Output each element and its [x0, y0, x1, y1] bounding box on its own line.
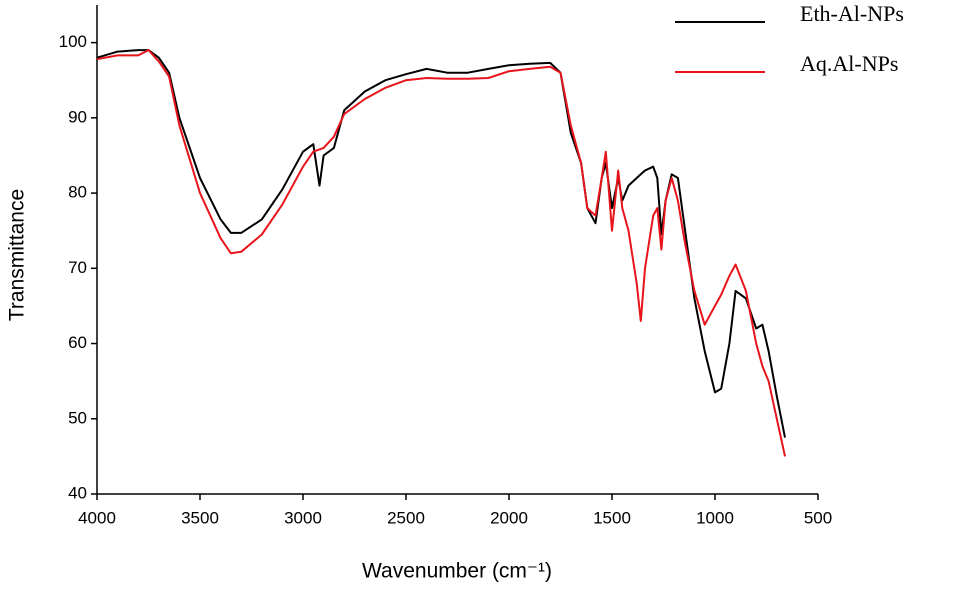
y-tick-label: 90: [68, 107, 87, 126]
y-tick-label: 40: [68, 483, 87, 502]
x-tick-label: 3000: [284, 508, 322, 527]
x-tick-label: 3500: [181, 508, 219, 527]
x-tick-label: 2000: [490, 508, 528, 527]
x-tick-label: 1500: [593, 508, 631, 527]
y-tick-label: 50: [68, 408, 87, 427]
series-line: [96, 49, 786, 457]
x-tick-label: 1000: [696, 508, 734, 527]
y-tick-label: 60: [68, 333, 87, 352]
y-tick-label: 70: [68, 258, 87, 277]
x-tick-label: 4000: [78, 508, 116, 527]
x-tick-label: 2500: [387, 508, 425, 527]
series-line: [96, 49, 786, 438]
legend-label: Eth-Al-NPs: [800, 1, 904, 26]
y-tick-label: 100: [59, 32, 87, 51]
y-tick-label: 80: [68, 183, 87, 202]
x-tick-label: 500: [804, 508, 832, 527]
y-axis-title: Transmittance: [6, 189, 29, 321]
x-axis-title: Wavenumber (cm⁻¹): [362, 560, 552, 583]
legend-label: Aq.Al-NPs: [800, 51, 898, 76]
